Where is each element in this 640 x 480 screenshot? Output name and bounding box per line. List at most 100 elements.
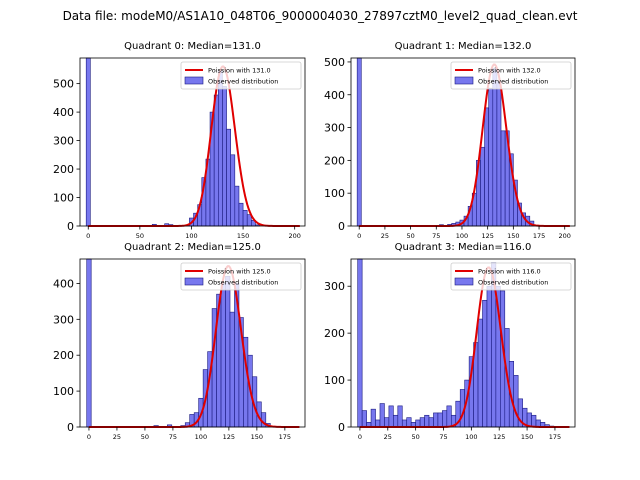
bar [492, 68, 498, 227]
bar [357, 258, 363, 428]
y-tick-label: 0 [338, 421, 345, 434]
bar [379, 403, 385, 428]
axes-frame [350, 258, 576, 428]
legend-bar-swatch [454, 277, 474, 286]
bar [388, 405, 394, 428]
bar [213, 94, 219, 227]
bar [415, 419, 421, 428]
legend: Poission with 131.0 Observed distribution [180, 61, 302, 90]
bar [85, 57, 91, 227]
bar [222, 86, 227, 227]
legend-bar-swatch [454, 76, 474, 85]
x-tick-label: 0 [358, 433, 362, 441]
x-tick-label: 175 [533, 232, 545, 240]
y-tick-label: 100 [53, 385, 74, 398]
panel-title: Quadrant 2: Median=125.0 [124, 242, 261, 253]
bar [442, 410, 448, 428]
x-tick-label: 150 [507, 232, 519, 240]
legend-label-fit: Poission with 116.0 [478, 268, 541, 276]
bar [356, 57, 362, 227]
poisson-fit-line [88, 65, 300, 227]
x-tick-label: 0 [357, 232, 361, 240]
x-tick-label: 75 [439, 433, 447, 441]
legend-label-observed: Observed distribution [478, 78, 548, 86]
bar [229, 311, 235, 428]
bar [86, 258, 92, 428]
panel-title: Quadrant 0: Median=131.0 [124, 41, 261, 52]
bar [361, 410, 367, 428]
x-tick-label: 150 [237, 232, 249, 240]
bar [401, 419, 408, 428]
bar [488, 87, 494, 227]
y-tick-label: 200 [324, 327, 345, 340]
legend-label-fit: Poission with 132.0 [478, 67, 541, 75]
legend: Poission with 132.0 Observed distribution [450, 61, 572, 90]
y-tick-label: 100 [324, 187, 345, 200]
x-tick-label: 100 [195, 433, 207, 441]
bar [397, 405, 403, 428]
legend-box [450, 61, 572, 90]
panel-quadrant-3: Quadrant 3: Median=116.0 0 25 50 75 100 125 150… [324, 242, 576, 441]
y-tick-label: 300 [324, 122, 345, 135]
bar [480, 146, 485, 227]
legend-bar-swatch [184, 277, 204, 286]
legend-box [180, 262, 302, 291]
y-tick-label: 400 [324, 89, 345, 102]
bar [446, 405, 452, 428]
legend-box [450, 262, 572, 291]
bar [513, 375, 519, 428]
legend-label-fit: Poission with 125.0 [208, 268, 271, 276]
bar [486, 285, 492, 428]
x-tick-label: 150 [251, 433, 263, 441]
bar [246, 214, 252, 227]
y-tick-label: 400 [53, 277, 74, 290]
panel-quadrant-1: Quadrant 1: Median=132.0 0 25 50 75 100 125 150… [324, 41, 576, 240]
x-tick-label: 0 [87, 433, 91, 441]
legend-bar-swatch [184, 76, 204, 85]
y-tick-label: 500 [53, 78, 74, 91]
y-tick-label: 200 [53, 349, 74, 362]
x-tick-label: 175 [549, 433, 561, 441]
panels: Quadrant 0: Median=131.0 0 50 100 150 200 0 100… [53, 41, 576, 441]
x-tick-label: 175 [279, 433, 291, 441]
bar [226, 128, 231, 227]
bar [496, 81, 502, 227]
y-tick-label: 100 [324, 374, 345, 387]
x-tick-label: 0 [86, 232, 90, 240]
y-tick-label: 300 [53, 313, 74, 326]
legend-box [180, 61, 302, 90]
bar [428, 417, 434, 428]
x-tick-label: 50 [411, 433, 419, 441]
bar [437, 412, 443, 428]
panel-title: Quadrant 3: Median=116.0 [395, 242, 532, 253]
legend: Poission with 125.0 Observed distribution [180, 262, 302, 291]
x-tick-label: 75 [169, 433, 177, 441]
bar [375, 419, 381, 428]
y-tick-label: 400 [53, 106, 74, 119]
bar [433, 412, 439, 428]
y-tick-label: 200 [53, 163, 74, 176]
panel-quadrant-0: Quadrant 0: Median=131.0 0 50 100 150 200 0 100… [53, 41, 306, 240]
x-tick-label: 25 [113, 433, 121, 441]
x-tick-label: 50 [406, 232, 414, 240]
x-tick-label: 25 [381, 232, 389, 240]
bar [406, 417, 412, 428]
legend: Poission with 116.0 Observed distribution [450, 262, 572, 291]
y-tick-label: 200 [324, 154, 345, 167]
y-tick-label: 0 [67, 220, 74, 233]
axes-frame [79, 57, 306, 227]
x-tick-label: 200 [559, 232, 571, 240]
x-tick-label: 75 [432, 232, 440, 240]
panel-title: Quadrant 1: Median=132.0 [395, 41, 532, 52]
suptitle: Data file: modeM0/AS1A10_048T06_90000040… [63, 9, 578, 23]
bar [482, 299, 488, 428]
x-tick-label: 100 [456, 232, 468, 240]
bar [238, 202, 244, 227]
bar [220, 283, 226, 428]
bar [419, 417, 425, 428]
bar [500, 130, 506, 227]
axes-frame [79, 258, 306, 428]
y-tick-label: 100 [53, 192, 74, 205]
bar [424, 414, 430, 428]
